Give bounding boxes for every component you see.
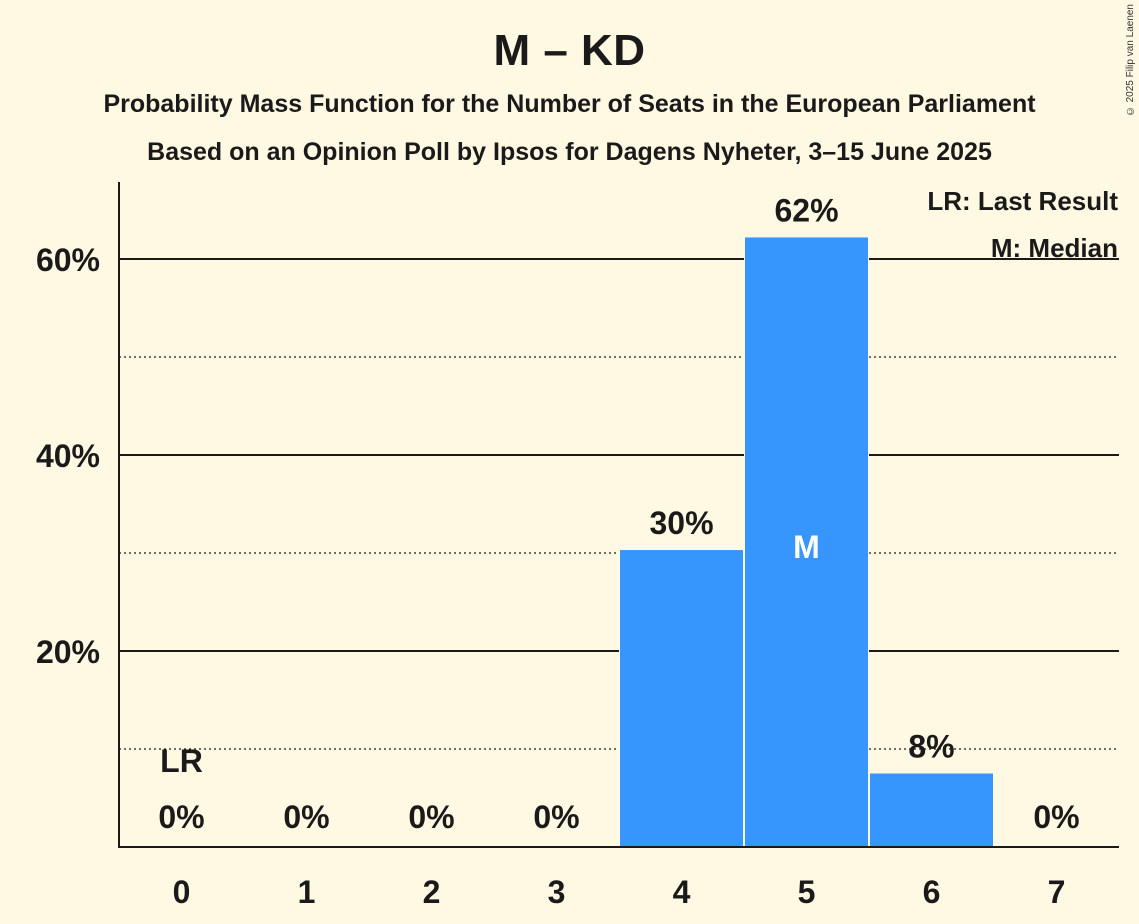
x-tick-label: 4 [673, 874, 691, 910]
value-label: 62% [774, 192, 838, 228]
chart-title: M – KD [493, 26, 646, 75]
legend-median: M: Median [991, 233, 1118, 263]
value-label: 0% [283, 799, 329, 835]
y-tick-label: 40% [36, 438, 100, 474]
x-tick-label: 7 [1048, 874, 1066, 910]
value-label: 30% [649, 505, 713, 541]
x-tick-label: 0 [173, 874, 191, 910]
value-label: 8% [908, 729, 954, 765]
y-tick-label: 60% [36, 242, 100, 278]
chart-subtitle: Probability Mass Function for the Number… [103, 90, 1036, 118]
legend-last-result: LR: Last Result [927, 186, 1118, 216]
value-label: 0% [408, 799, 454, 835]
x-tick-label: 1 [298, 874, 316, 910]
x-tick-label: 5 [798, 874, 816, 910]
last-result-marker: LR [160, 743, 203, 779]
x-tick-label: 3 [548, 874, 566, 910]
bar-seat-6 [870, 773, 993, 847]
bar-seat-5 [745, 237, 868, 847]
value-label: 0% [158, 799, 204, 835]
x-tick-label: 6 [923, 874, 941, 910]
chart-source: Based on an Opinion Poll by Ipsos for Da… [147, 138, 992, 166]
value-label: 0% [1033, 799, 1079, 835]
y-tick-label: 20% [36, 634, 100, 670]
x-tick-label: 2 [423, 874, 441, 910]
median-marker: M [793, 529, 820, 565]
bar-seat-4 [620, 550, 743, 847]
value-label: 0% [533, 799, 579, 835]
